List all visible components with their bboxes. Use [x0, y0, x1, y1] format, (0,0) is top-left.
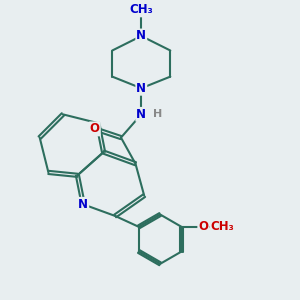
- Text: O: O: [198, 220, 208, 233]
- Text: N: N: [136, 82, 146, 95]
- Text: N: N: [136, 108, 146, 121]
- Text: N: N: [136, 29, 146, 43]
- Text: O: O: [90, 122, 100, 135]
- Text: CH₃: CH₃: [210, 220, 234, 233]
- Text: CH₃: CH₃: [129, 3, 153, 16]
- Text: H: H: [154, 110, 163, 119]
- Text: N: N: [78, 198, 88, 211]
